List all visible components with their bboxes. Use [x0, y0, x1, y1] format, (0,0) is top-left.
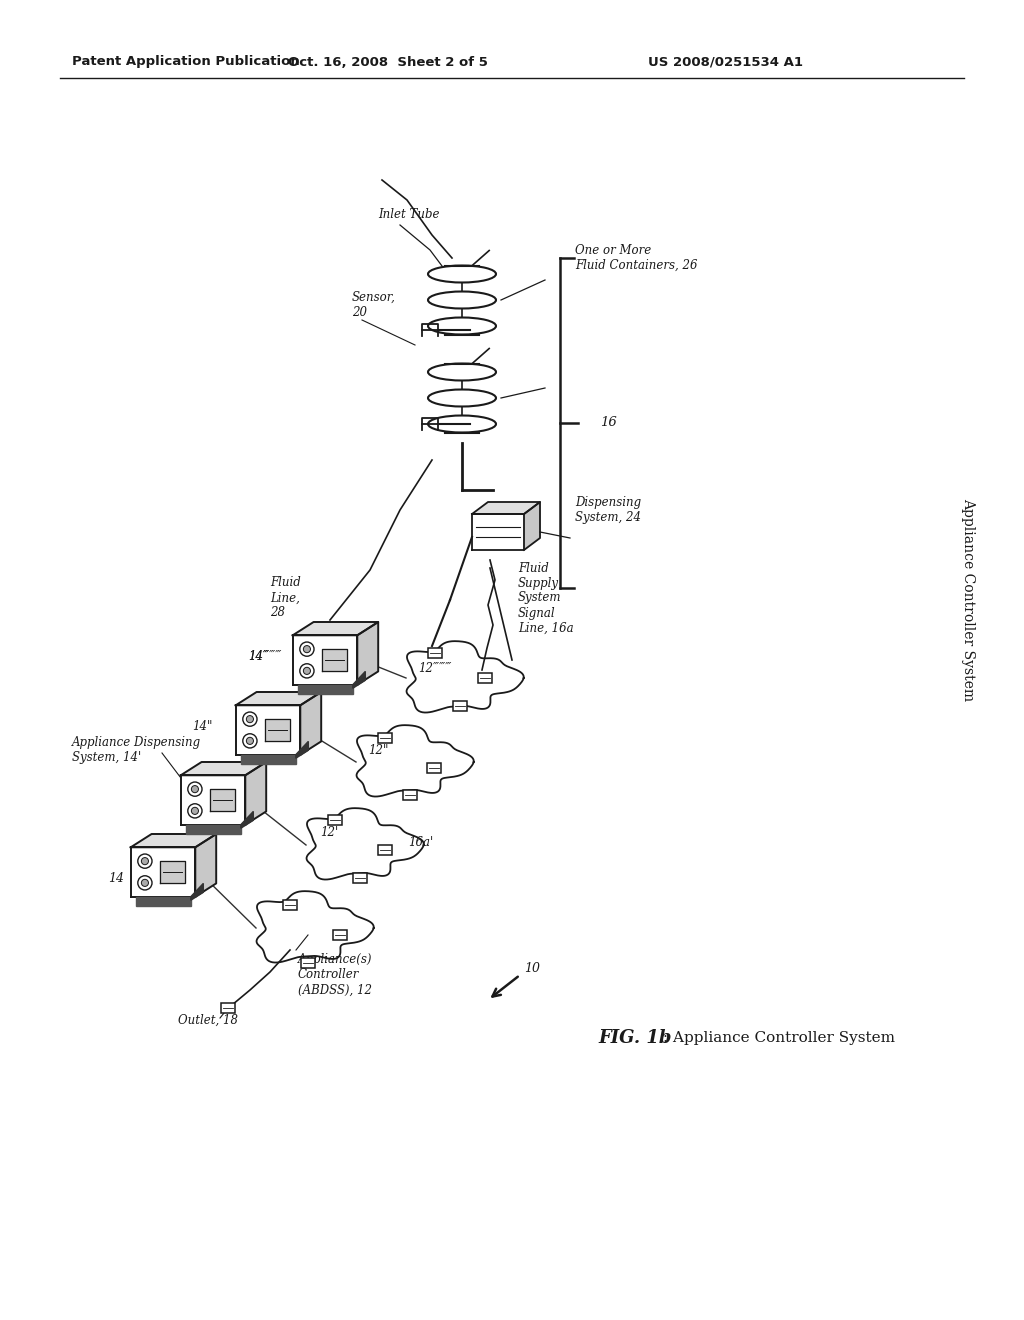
- Ellipse shape: [428, 363, 496, 380]
- Polygon shape: [293, 635, 357, 685]
- Text: 12": 12": [368, 743, 388, 756]
- Circle shape: [300, 664, 314, 678]
- Polygon shape: [257, 891, 374, 962]
- Polygon shape: [131, 834, 216, 847]
- Text: Patent Application Publication: Patent Application Publication: [72, 55, 300, 69]
- Bar: [333, 931, 347, 940]
- Polygon shape: [296, 742, 308, 758]
- Polygon shape: [298, 685, 353, 693]
- Polygon shape: [196, 834, 216, 896]
- Polygon shape: [265, 719, 290, 741]
- Circle shape: [247, 715, 254, 722]
- Text: Fluid
Supply
System
Signal
Line, 16a: Fluid Supply System Signal Line, 16a: [518, 561, 573, 635]
- Bar: [283, 900, 297, 909]
- Polygon shape: [131, 847, 196, 896]
- Polygon shape: [472, 502, 540, 513]
- Text: 10: 10: [524, 961, 540, 974]
- Ellipse shape: [428, 416, 496, 433]
- Bar: [301, 958, 315, 968]
- Text: Dispensing
System, 24: Dispensing System, 24: [575, 496, 641, 524]
- Bar: [221, 1003, 234, 1012]
- Polygon shape: [136, 896, 190, 906]
- Text: Oct. 16, 2008  Sheet 2 of 5: Oct. 16, 2008 Sheet 2 of 5: [288, 55, 488, 69]
- Polygon shape: [241, 755, 296, 763]
- Text: : Appliance Controller System: : Appliance Controller System: [658, 1031, 895, 1045]
- Bar: [453, 701, 467, 711]
- Ellipse shape: [428, 292, 496, 309]
- Polygon shape: [293, 622, 378, 635]
- Text: Sensor,
20: Sensor, 20: [352, 290, 396, 319]
- Text: 14: 14: [108, 871, 124, 884]
- Polygon shape: [241, 812, 253, 828]
- Text: 16: 16: [600, 416, 616, 429]
- Polygon shape: [323, 649, 347, 671]
- Circle shape: [303, 668, 310, 675]
- Ellipse shape: [428, 265, 496, 282]
- Bar: [378, 845, 392, 855]
- Circle shape: [303, 645, 310, 652]
- Circle shape: [187, 804, 202, 818]
- Bar: [427, 763, 441, 774]
- Bar: [353, 873, 367, 883]
- Text: Inlet Tube: Inlet Tube: [378, 209, 439, 222]
- Polygon shape: [180, 775, 246, 825]
- Text: Appliance Dispensing
System, 14': Appliance Dispensing System, 14': [72, 737, 201, 764]
- Circle shape: [191, 808, 199, 814]
- Circle shape: [187, 781, 202, 796]
- Polygon shape: [407, 642, 523, 713]
- Circle shape: [138, 854, 152, 869]
- Text: US 2008/0251534 A1: US 2008/0251534 A1: [648, 55, 803, 69]
- Polygon shape: [524, 502, 540, 550]
- Polygon shape: [356, 725, 474, 796]
- Circle shape: [300, 642, 314, 656]
- Text: Appliance(s)
Controller
(ABDSS), 12: Appliance(s) Controller (ABDSS), 12: [298, 953, 373, 997]
- Polygon shape: [472, 513, 524, 550]
- Circle shape: [191, 785, 199, 793]
- Ellipse shape: [428, 389, 496, 407]
- Text: 16a': 16a': [408, 836, 433, 849]
- Polygon shape: [186, 825, 241, 834]
- Bar: [403, 789, 417, 800]
- Polygon shape: [236, 705, 300, 755]
- Polygon shape: [306, 808, 424, 879]
- Polygon shape: [161, 861, 185, 883]
- Circle shape: [141, 858, 148, 865]
- Polygon shape: [210, 789, 234, 810]
- Text: 12': 12': [319, 825, 338, 838]
- Polygon shape: [357, 622, 378, 685]
- Text: 14‴: 14‴: [248, 649, 269, 663]
- Text: 14": 14": [193, 719, 212, 733]
- Text: 12‴‴‴: 12‴‴‴: [418, 661, 452, 675]
- Bar: [428, 648, 442, 657]
- Text: Outlet, 18: Outlet, 18: [178, 1014, 238, 1027]
- Circle shape: [247, 738, 254, 744]
- Ellipse shape: [428, 318, 496, 334]
- Polygon shape: [353, 672, 366, 688]
- Circle shape: [243, 711, 257, 726]
- Polygon shape: [190, 883, 204, 900]
- Polygon shape: [236, 692, 322, 705]
- Circle shape: [141, 879, 148, 887]
- Bar: [328, 814, 342, 825]
- Bar: [378, 733, 392, 743]
- Polygon shape: [180, 762, 266, 775]
- Polygon shape: [246, 762, 266, 825]
- Bar: [478, 673, 492, 682]
- Text: Appliance Controller System: Appliance Controller System: [961, 499, 975, 701]
- Text: Fluid
Line,
28: Fluid Line, 28: [270, 577, 301, 619]
- Circle shape: [138, 875, 152, 890]
- Text: 14‴‴‴: 14‴‴‴: [248, 649, 282, 663]
- Circle shape: [243, 734, 257, 748]
- Polygon shape: [300, 692, 322, 755]
- Text: One or More
Fluid Containers, 26: One or More Fluid Containers, 26: [575, 244, 697, 272]
- Text: FIG. 1b: FIG. 1b: [598, 1030, 672, 1047]
